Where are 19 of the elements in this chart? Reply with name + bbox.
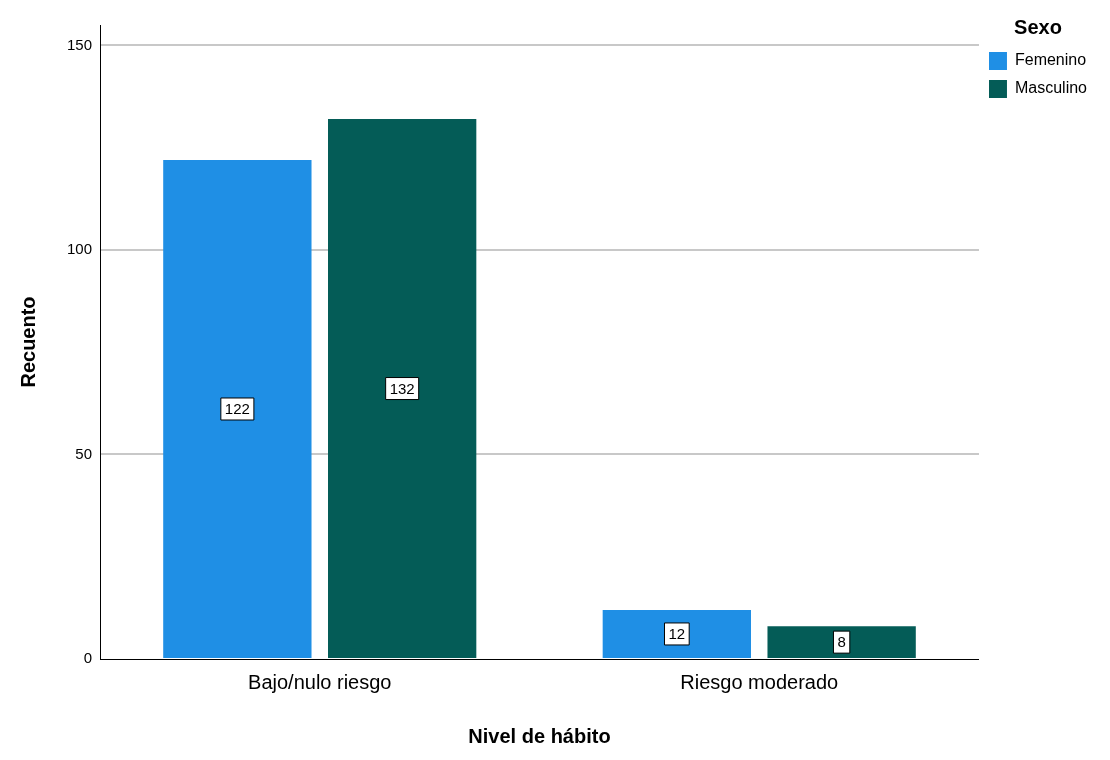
y-tick-label: 50 <box>75 444 93 462</box>
bar <box>163 159 312 658</box>
data-label: 122 <box>224 400 250 418</box>
x-tick-label: Riesgo moderado <box>680 670 839 693</box>
x-tick-label: Bajo/nulo riesgo <box>248 670 392 693</box>
bar <box>602 609 751 658</box>
legend-title: Sexo <box>1014 15 1062 38</box>
legend-label: Femenino <box>1014 51 1087 69</box>
data-label: 8 <box>837 633 846 651</box>
x-axis-title: Nivel de hábito <box>468 724 611 747</box>
bar <box>328 119 477 658</box>
bar <box>767 626 916 658</box>
y-axis-title: Recuento <box>16 296 39 388</box>
y-tick-label: 150 <box>67 35 93 53</box>
y-tick-label: 100 <box>67 240 93 258</box>
y-tick-label: 0 <box>83 649 93 667</box>
data-label: 12 <box>668 625 686 643</box>
data-label: 132 <box>389 379 415 397</box>
legend-label: Masculino <box>1014 79 1088 97</box>
